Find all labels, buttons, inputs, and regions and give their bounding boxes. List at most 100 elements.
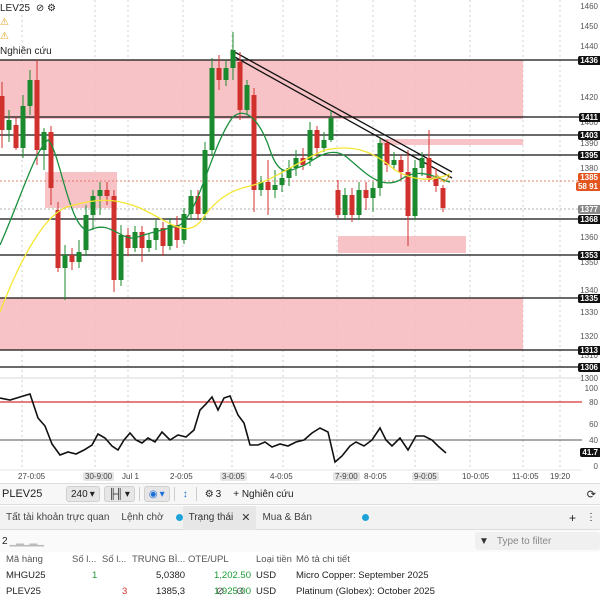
- price-level-tag: 1368: [578, 215, 600, 224]
- filter-input[interactable]: ▼ Type to filter: [475, 532, 600, 550]
- tab-positions[interactable]: Trạng thái ✕: [182, 505, 257, 530]
- eye-icon: ◉: [148, 488, 158, 500]
- tab-label: Mua & Bán: [262, 512, 312, 523]
- row-symbol: PLEV25: [6, 586, 41, 597]
- column-header-currency[interactable]: Loại tiền: [256, 554, 292, 565]
- rsi-line: [0, 393, 447, 464]
- support-zone: [0, 298, 523, 350]
- interval-dropdown[interactable]: 240 ▾: [66, 486, 100, 502]
- column-header-long[interactable]: Số l...: [72, 554, 97, 565]
- candle-body: [426, 158, 432, 178]
- eye-visibility-button[interactable]: ◉ ▾: [143, 486, 170, 502]
- candle-body: [293, 158, 299, 168]
- time-tick-label: 7-9:00: [333, 472, 360, 481]
- table-row[interactable]: MHGU25 1 5,0380 1,202.50 USD Micro Coppe…: [0, 568, 600, 584]
- candle-body: [125, 235, 131, 248]
- close-position-icon[interactable]: ⊘: [216, 586, 225, 597]
- candle-body: [405, 172, 411, 216]
- time-tick-label: 19:20: [550, 472, 571, 481]
- column-header-symbol[interactable]: Mã hàng: [6, 554, 43, 565]
- tab-pending-orders[interactable]: Lệnh chờ: [115, 506, 169, 530]
- tab-buy-sell[interactable]: Mua & Bán: [256, 506, 374, 530]
- column-header-description[interactable]: Mô tả chi tiết: [296, 554, 350, 565]
- chevron-down-icon: ▾: [159, 488, 165, 500]
- candle-body: [181, 214, 187, 240]
- time-tick-label: Jul 1: [122, 472, 139, 481]
- column-header-avg-price[interactable]: TRUNG BÌ...: [132, 554, 186, 565]
- time-tick-label: 4-0:05: [270, 472, 293, 481]
- time-tick-label: 2-0:05: [170, 472, 193, 481]
- time-tick-label: 10-0:05: [462, 472, 490, 481]
- price-tick-label: 1320: [580, 332, 598, 341]
- rsi-tick-label: 100: [584, 384, 598, 393]
- candle-body: [83, 215, 89, 250]
- candle-body: [377, 143, 383, 188]
- entry-marker-line: [429, 174, 451, 183]
- tab-label: Tất tài khoản trực quan: [6, 512, 110, 523]
- candle-body: [349, 195, 355, 215]
- row-description: Platinum (Globex): October 2025: [296, 586, 435, 597]
- legend-visibility-settings-icon[interactable]: ⊘ ⚙: [35, 3, 56, 14]
- gear-icon: ⚙: [204, 488, 214, 500]
- legend-research[interactable]: Nghiên cứu: [0, 46, 52, 57]
- candle-body: [433, 178, 439, 186]
- demand-zone-small: [338, 236, 466, 253]
- candle-body: [370, 188, 376, 198]
- refresh-icon[interactable]: ⟳: [586, 488, 596, 501]
- rsi-tick-label: 60: [589, 420, 598, 429]
- interval-value: 240: [71, 488, 88, 500]
- time-tick-label: 8-0:05: [364, 472, 387, 481]
- candle-body: [174, 225, 180, 240]
- legend-research-label: Nghiên cứu: [0, 46, 52, 57]
- price-tick-label: 1440: [580, 42, 598, 51]
- chart-type-dropdown[interactable]: ╟╢ ▾: [103, 486, 135, 502]
- price-level-tag: 1377: [578, 205, 600, 214]
- column-header-short[interactable]: Số l...: [102, 554, 127, 565]
- filter-placeholder: Type to filter: [496, 535, 552, 547]
- candlestick-icon: ╟╢: [108, 488, 123, 500]
- candle-body: [146, 240, 152, 248]
- close-icon[interactable]: ✕: [241, 512, 251, 524]
- candle-body: [265, 182, 271, 190]
- settings-count: 3: [215, 488, 222, 500]
- row-currency: USD: [256, 570, 277, 581]
- row-long-qty: 1: [92, 570, 98, 581]
- positions-table: Mã hàng Số l... Số l... TRUNG BÌ... OTE/…: [0, 552, 600, 600]
- tab-more-icon[interactable]: ⋮: [586, 512, 596, 523]
- tab-account-overview[interactable]: Tất tài khoản trực quan: [0, 506, 115, 530]
- candle-body: [272, 185, 278, 190]
- chart-area[interactable]: LEV25 ⊘ ⚙ ⚠ ⚠ Nghiên cứu 1460 1450 1440 142…: [0, 0, 600, 483]
- tab-status-dot: [361, 514, 369, 521]
- candle-body: [62, 255, 68, 268]
- price-level-tag: 1335: [578, 294, 600, 303]
- candle-body: [111, 196, 117, 280]
- research-button[interactable]: + Nghiên cứu: [233, 488, 294, 500]
- table-header-row: Mã hàng Số l... Số l... TRUNG BÌ... OTE/…: [0, 552, 600, 568]
- divider: [173, 487, 175, 501]
- row-ote: 1,925.00: [214, 586, 251, 597]
- tab-positions-dot-wrap: [170, 506, 183, 530]
- table-row[interactable]: PLEV25 3 1385,3 1,925.00 USD Platinum (G…: [0, 584, 600, 600]
- candle-body: [0, 96, 5, 130]
- price-tick-label: 1420: [580, 93, 598, 102]
- count-spark-icon: ▁▂▁▂▁: [9, 535, 44, 547]
- vertical-arrows-button[interactable]: ↕: [179, 486, 192, 502]
- candle-body: [139, 232, 145, 248]
- candle-body: [202, 150, 208, 214]
- price-chart[interactable]: [0, 0, 600, 483]
- candle-body: [244, 85, 250, 110]
- candle-body: [384, 143, 390, 165]
- column-header-ote[interactable]: OTE/UPL: [188, 554, 229, 565]
- candle-body: [412, 168, 418, 216]
- candle-body: [195, 196, 201, 214]
- settings-button[interactable]: ⚙ 3: [201, 486, 226, 502]
- candle-body: [118, 235, 124, 280]
- symbol-selector[interactable]: PLEV25: [2, 488, 43, 500]
- add-tab-button[interactable]: +: [568, 510, 576, 525]
- edit-position-icon[interactable]: ⊙: [236, 586, 245, 597]
- legend-warning-2: ⚠: [0, 31, 9, 42]
- price-level-tag: 1306: [578, 363, 600, 372]
- candle-body: [41, 132, 47, 150]
- price-tick-label: 1400: [580, 118, 598, 127]
- resistance-zone: [0, 60, 523, 119]
